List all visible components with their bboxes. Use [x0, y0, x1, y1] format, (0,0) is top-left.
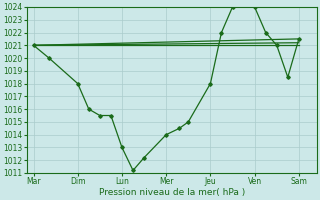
X-axis label: Pression niveau de la mer( hPa ): Pression niveau de la mer( hPa )	[99, 188, 245, 197]
